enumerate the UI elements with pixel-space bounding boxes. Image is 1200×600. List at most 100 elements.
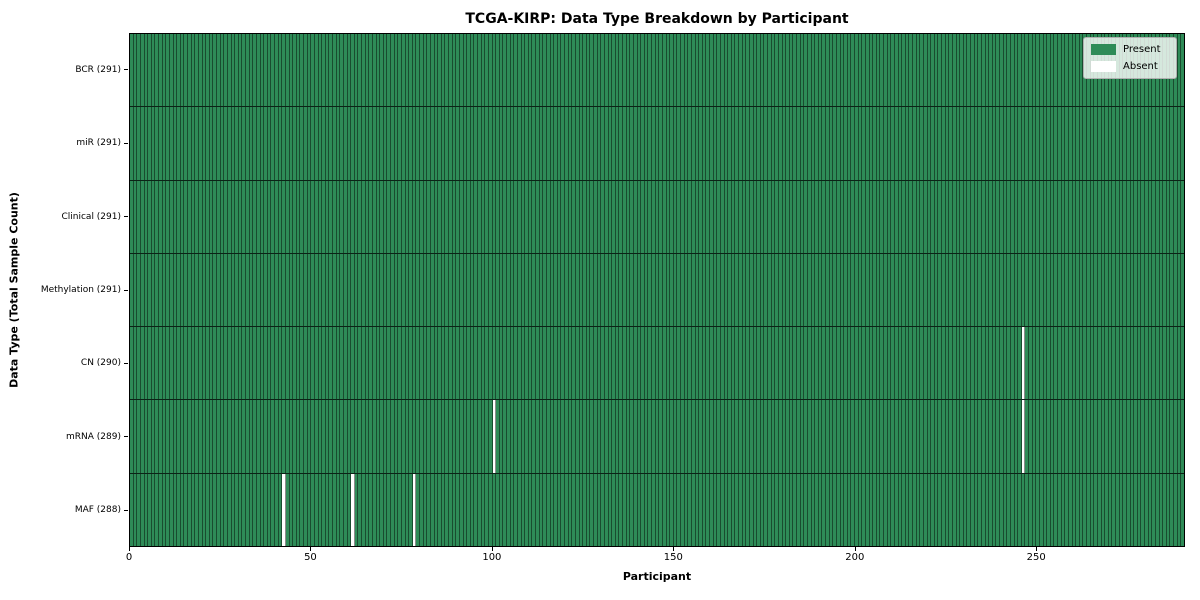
cell-present	[894, 34, 899, 107]
cell-present	[188, 327, 192, 400]
cell-present	[231, 253, 236, 327]
cell-present	[521, 253, 526, 327]
cell-present	[561, 473, 565, 546]
cell-present	[285, 107, 290, 180]
cell-present	[720, 34, 725, 107]
cell-present	[851, 180, 855, 253]
cell-present	[641, 253, 645, 327]
cell-present	[271, 34, 275, 107]
cell-present	[293, 473, 297, 546]
cell-present	[554, 107, 558, 180]
cell-present	[760, 327, 765, 400]
cell-present	[478, 327, 482, 400]
cell-present	[615, 253, 620, 327]
cell-present	[894, 180, 899, 253]
cell-present	[1155, 327, 1160, 400]
cell-present	[894, 400, 899, 473]
cell-present	[710, 34, 714, 107]
cell-present	[405, 34, 410, 107]
x-tick-label: 250	[1026, 552, 1046, 563]
cell-present	[470, 34, 475, 107]
cell-present	[452, 107, 457, 180]
cell-present	[358, 107, 362, 180]
cell-present	[844, 253, 848, 327]
cell-present	[615, 400, 620, 473]
cell-present	[195, 327, 199, 400]
cell-present	[253, 180, 257, 253]
cell-present	[1119, 400, 1124, 473]
cell-present	[1094, 180, 1098, 253]
cell-present	[804, 253, 808, 327]
cell-present	[217, 327, 221, 400]
cell-present	[1145, 400, 1149, 473]
cell-present	[517, 107, 522, 180]
cell-present	[1137, 180, 1142, 253]
cell-present	[543, 400, 547, 473]
cell-present	[666, 34, 671, 107]
cell-present	[354, 400, 359, 473]
cell-present	[217, 34, 221, 107]
cell-present	[499, 327, 504, 400]
cell-present	[351, 253, 355, 327]
cell-present	[1000, 327, 1004, 400]
cell-present	[1039, 400, 1044, 473]
cell-present	[677, 253, 681, 327]
cell-present	[420, 253, 424, 327]
cell-present	[238, 327, 243, 400]
cell-present	[1061, 180, 1066, 253]
cell-present	[430, 327, 435, 400]
cell-present	[615, 327, 620, 400]
cell-present	[757, 107, 761, 180]
cell-present	[467, 34, 471, 107]
cell-present	[369, 400, 373, 473]
cell-present	[898, 180, 903, 253]
cell-present	[510, 327, 515, 400]
cell-present	[1087, 180, 1091, 253]
cell-present	[1155, 473, 1160, 546]
cell-present	[826, 400, 830, 473]
cell-present	[485, 253, 489, 327]
cell-present	[554, 180, 558, 253]
cell-present	[710, 473, 714, 546]
cell-present	[1039, 34, 1044, 107]
cell-present	[938, 253, 942, 327]
cell-present	[579, 473, 584, 546]
cell-present	[474, 473, 478, 546]
cell-present	[213, 400, 217, 473]
cell-present	[238, 107, 243, 180]
cell-present	[1166, 327, 1171, 400]
cell-present	[365, 180, 370, 253]
cell-present	[311, 34, 315, 107]
cell-present	[329, 180, 333, 253]
cell-present	[217, 107, 221, 180]
legend-label-present: Present	[1123, 44, 1161, 55]
cell-present	[528, 180, 533, 253]
cell-present	[438, 180, 442, 253]
cell-present	[844, 473, 848, 546]
cell-present	[1123, 400, 1127, 473]
cell-present	[1152, 327, 1156, 400]
cell-present	[967, 400, 971, 473]
cell-present	[1036, 400, 1040, 473]
cell-present	[1043, 180, 1048, 253]
cell-present	[300, 253, 304, 327]
cell-present	[902, 327, 906, 400]
cell-present	[1141, 327, 1145, 400]
y-tick-mark	[124, 362, 128, 364]
cell-present	[699, 400, 703, 473]
cell-present	[253, 400, 257, 473]
cell-present	[343, 253, 348, 327]
cell-present	[789, 253, 794, 327]
cell-present	[322, 107, 326, 180]
cell-present	[619, 473, 623, 546]
cell-present	[140, 400, 145, 473]
cell-present	[978, 473, 982, 546]
cell-present	[351, 180, 355, 253]
cell-present	[1148, 253, 1153, 327]
cell-present	[894, 253, 899, 327]
cell-present	[652, 327, 656, 400]
cell-present	[797, 34, 801, 107]
cell-present	[1108, 180, 1113, 253]
cell-present	[1072, 400, 1077, 473]
cell-present	[963, 253, 968, 327]
